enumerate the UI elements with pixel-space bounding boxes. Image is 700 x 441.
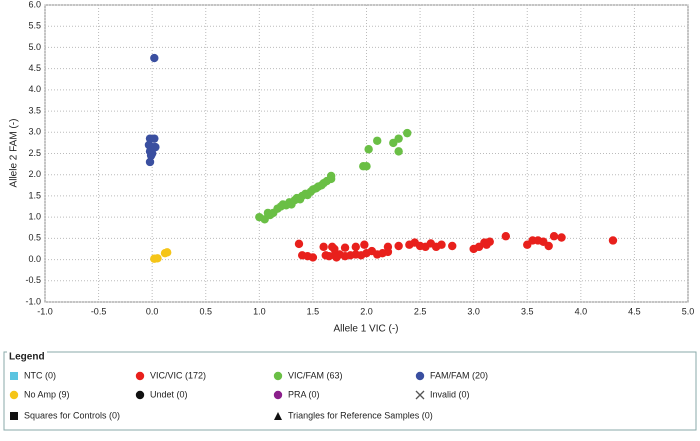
legend-label: Invalid (0): [430, 389, 470, 399]
data-point: [501, 232, 511, 241]
x-tick-label: 0.5: [199, 306, 212, 316]
data-point: [394, 241, 403, 251]
legend-marker: [135, 390, 145, 400]
legend-label: No Amp (9): [24, 389, 70, 399]
legend-marker: [415, 390, 425, 400]
x-tick-label: 2.5: [414, 306, 427, 316]
data-point: [608, 236, 618, 245]
data-point: [308, 253, 318, 262]
y-tick-label: 1.0: [28, 212, 41, 222]
legend-title-bg: [7, 351, 47, 363]
data-point: [340, 243, 350, 252]
legend-box: [3, 351, 697, 431]
data-point: [394, 147, 403, 156]
legend-label: VIC/FAM (63): [288, 370, 343, 380]
data-point: [549, 232, 559, 241]
legend-marker: [135, 371, 145, 381]
y-tick-label: 6.0: [28, 0, 41, 9]
x-tick-label: 1.5: [307, 306, 320, 316]
data-point: [403, 128, 412, 138]
legend-label: NTC (0): [24, 370, 56, 380]
legend-label: VIC/VIC (172): [150, 370, 206, 380]
data-point: [544, 241, 553, 251]
legend-label: FAM/FAM (20): [430, 370, 488, 380]
data-point: [485, 237, 494, 246]
legend-note: Squares for Controls (0): [24, 410, 120, 420]
data-point: [373, 136, 382, 145]
legend-marker: [10, 412, 18, 420]
x-tick-label: 2.0: [360, 306, 373, 316]
data-point: [153, 254, 162, 263]
y-tick-label: 4.5: [28, 63, 41, 73]
data-point: [383, 242, 393, 252]
legend-marker: [9, 390, 19, 400]
legend-marker: [273, 390, 283, 400]
data-point: [150, 134, 159, 143]
x-tick-label: -0.5: [91, 306, 107, 316]
data-point: [294, 239, 304, 249]
legend-title: Legend: [9, 352, 45, 363]
legend-label: PRA (0): [288, 389, 320, 399]
x-tick-label: 1.0: [253, 306, 266, 316]
y-tick-label: 3.0: [28, 127, 41, 137]
y-tick-label: 5.0: [28, 42, 41, 52]
legend-label: Undet (0): [150, 389, 188, 399]
y-axis-label: Allele 2 FAM (-): [9, 119, 20, 188]
data-point: [330, 244, 339, 254]
data-point: [557, 233, 566, 242]
data-point: [150, 53, 159, 63]
x-axis-label: Allele 1 VIC (-): [333, 324, 398, 335]
legend-note: Triangles for Reference Samples (0): [288, 410, 433, 420]
y-tick-label: -0.5: [25, 275, 41, 285]
y-tick-label: 3.5: [28, 105, 41, 115]
data-point: [162, 248, 172, 257]
y-tick-label: 4.0: [28, 84, 41, 94]
x-tick-label: 3.5: [521, 306, 534, 316]
x-tick-label: 4.5: [628, 306, 641, 316]
legend-marker: [415, 371, 425, 381]
data-point: [146, 151, 156, 160]
y-tick-label: -1.0: [25, 296, 41, 306]
y-tick-label: 2.5: [28, 148, 41, 158]
data-point: [394, 134, 403, 143]
data-point: [364, 145, 373, 154]
x-tick-label: 4.0: [575, 306, 588, 316]
x-tick-label: 3.0: [467, 306, 480, 316]
legend-marker: [10, 372, 18, 380]
data-point: [448, 241, 457, 251]
x-tick-label: 5.0: [682, 306, 695, 316]
y-tick-label: 0.0: [28, 254, 41, 264]
data-point: [362, 162, 371, 171]
data-point: [145, 157, 155, 167]
legend-marker: [274, 412, 282, 420]
y-tick-label: 5.5: [28, 21, 41, 31]
data-point: [351, 242, 360, 252]
y-tick-label: 1.5: [28, 190, 41, 200]
y-tick-label: 0.5: [28, 233, 41, 243]
data-point: [360, 240, 369, 249]
y-tick-label: 2.0: [28, 169, 41, 179]
data-point: [319, 242, 328, 252]
data-point: [437, 240, 446, 249]
legend-marker: [273, 371, 283, 381]
x-tick-label: -1.0: [37, 306, 53, 316]
data-point: [326, 171, 336, 181]
x-tick-label: 0.0: [146, 306, 159, 316]
